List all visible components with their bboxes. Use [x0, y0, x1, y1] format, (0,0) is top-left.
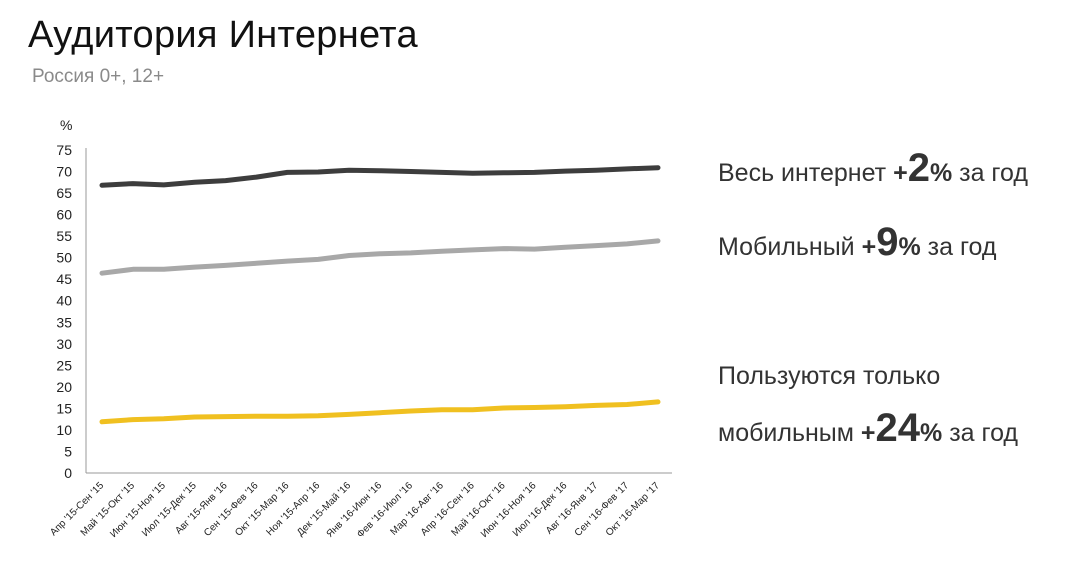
stat-mobile-only: мобильным +24% за год [718, 406, 1018, 451]
stat-label: Весь интернет [718, 159, 894, 187]
y-tick-label: 55 [56, 228, 72, 244]
x-tick-label: Июн '16-Ноя '16 [479, 480, 539, 540]
stat-value: 9 [876, 220, 899, 264]
stat-mobile: Мобильный +9% за год [718, 220, 996, 265]
stat-label: Мобильный [718, 233, 862, 261]
stat-value: 2 [907, 146, 930, 190]
x-tick-label: Фев '16-Июл '16 [355, 480, 415, 540]
stat-mobile-only-line1: Пользуются только [718, 362, 941, 390]
y-tick-label: 50 [56, 250, 72, 266]
y-tick-label: 40 [56, 293, 72, 309]
stat-suffix: за год [942, 419, 1019, 447]
page-subtitle: Россия 0+, 12+ [32, 66, 165, 87]
x-tick-label: Апр '15-Сен '15 [48, 480, 106, 538]
stat-sign: + [893, 159, 908, 187]
y-tick-label: 75 [56, 142, 72, 158]
stat-suffix: за год [952, 159, 1028, 187]
y-tick-label: 30 [56, 336, 72, 352]
y-tick-label: 0 [64, 465, 72, 481]
series-line-1 [99, 165, 661, 188]
y-tick-label: 20 [56, 379, 72, 395]
stat-suffix: за год [920, 233, 997, 261]
line-chart: % 0 5 10 15 20 25 30 35 40 45 50 55 60 65 70 75 Апр '15-С… [48, 117, 672, 540]
x-tick-label: Дек '15-Май '16 [295, 480, 353, 538]
x-tick-label: Мар '16-Авг '16 [389, 480, 447, 538]
y-tick-label: 65 [56, 185, 72, 201]
x-tick-label: Июл '16-Дек '16 [511, 480, 570, 539]
x-tick-label: Май '16-Окт '16 [449, 480, 508, 539]
y-tick-label: 25 [56, 357, 72, 373]
stat-sign: + [861, 233, 877, 261]
page-title: Аудитория Интернета [28, 14, 418, 56]
x-tick-label: Июл '15-Дек '15 [140, 480, 199, 539]
stat-percent: % [920, 419, 943, 447]
series-line-3 [99, 399, 661, 425]
y-tick-label: 5 [64, 443, 72, 459]
x-tick-label: Апр '16-Сен '16 [419, 480, 477, 538]
stat-percent: % [898, 233, 921, 261]
x-tick-label: Сен '16-Фев '17 [573, 480, 632, 539]
stat-label: мобильным [718, 419, 861, 447]
x-tick-label: Янв '16-Июн '16 [325, 480, 385, 540]
y-tick-label: 60 [56, 207, 72, 223]
y-tick-label: 35 [56, 314, 72, 330]
y-tick-label: 45 [56, 271, 72, 287]
x-tick-label: Сен '15-Фев '16 [202, 480, 261, 539]
stat-percent: % [929, 159, 953, 187]
x-tick-label: Окт '15-Мар '16 [233, 480, 292, 539]
x-tick-label: Май '15-Окт '15 [79, 480, 138, 539]
x-tick-label: Ноя '15-Апр '16 [265, 480, 323, 538]
y-tick-label: 15 [56, 400, 72, 416]
y-tick-label: 70 [56, 164, 72, 180]
x-tick-label: Окт '16-Мар '17 [604, 480, 663, 539]
stat-total-internet: Весь интернет +2% за год [718, 146, 1028, 191]
stat-sign: + [860, 419, 876, 447]
y-axis-label: % [60, 117, 72, 133]
y-tick-label: 10 [56, 422, 72, 438]
x-tick-label: Июн '15-Ноя '15 [108, 480, 168, 540]
series-line-2 [99, 238, 661, 276]
stat-value: 24 [875, 406, 921, 450]
